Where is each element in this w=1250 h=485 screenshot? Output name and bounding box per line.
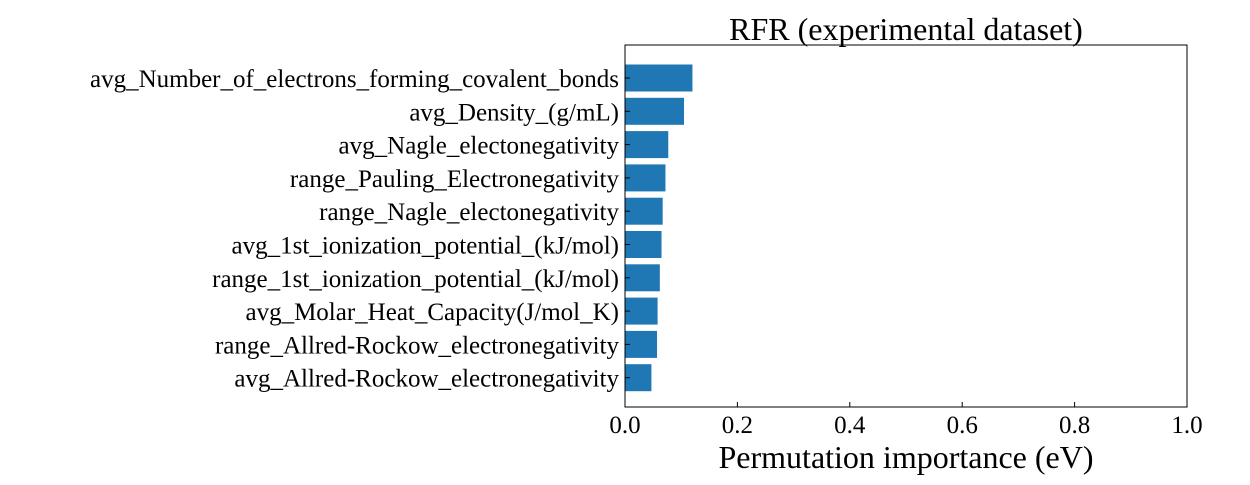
chart-title: RFR (experimental dataset) — [729, 11, 1083, 47]
ticks-layer: avg_Number_of_electrons_forming_covalent… — [90, 66, 1203, 439]
y-tick-label: avg_Nagle_electonegativity — [339, 133, 620, 160]
bars-layer — [625, 64, 693, 392]
x-axis-label: Permutation importance (eV) — [719, 439, 1094, 475]
y-tick-label: range_Pauling_Electronegativity — [290, 166, 620, 193]
y-tick-label: range_1st_ionization_potential_(kJ/mol) — [212, 266, 619, 293]
x-tick-label: 1.0 — [1171, 412, 1202, 439]
x-tick-label: 0.8 — [1059, 412, 1090, 439]
y-tick-label: avg_Number_of_electrons_forming_covalent… — [90, 66, 619, 93]
y-tick-label: avg_Molar_Heat_Capacity(J/mol_K) — [245, 299, 619, 326]
y-tick-label: avg_Density_(g/mL) — [409, 99, 619, 126]
y-tick-label: range_Allred-Rockow_electronegativity — [215, 332, 620, 359]
x-tick-label: 0.4 — [834, 412, 866, 439]
bar — [625, 64, 693, 92]
y-tick-label: avg_Allred-Rockow_electronegativity — [234, 366, 619, 393]
bar — [625, 164, 666, 192]
y-tick-label: range_Nagle_electonegativity — [319, 199, 619, 226]
bar — [625, 197, 663, 225]
bar — [625, 330, 658, 358]
y-tick-label: avg_1st_ionization_potential_(kJ/mol) — [232, 233, 619, 260]
x-tick-label: 0.0 — [609, 412, 640, 439]
bar — [625, 231, 662, 258]
plot-frame — [624, 44, 1188, 408]
x-tick-label: 0.6 — [947, 412, 978, 439]
x-tick-label: 0.2 — [722, 412, 753, 439]
bar — [625, 131, 669, 159]
bar — [625, 264, 660, 292]
bar — [625, 297, 658, 325]
bar — [625, 97, 685, 125]
